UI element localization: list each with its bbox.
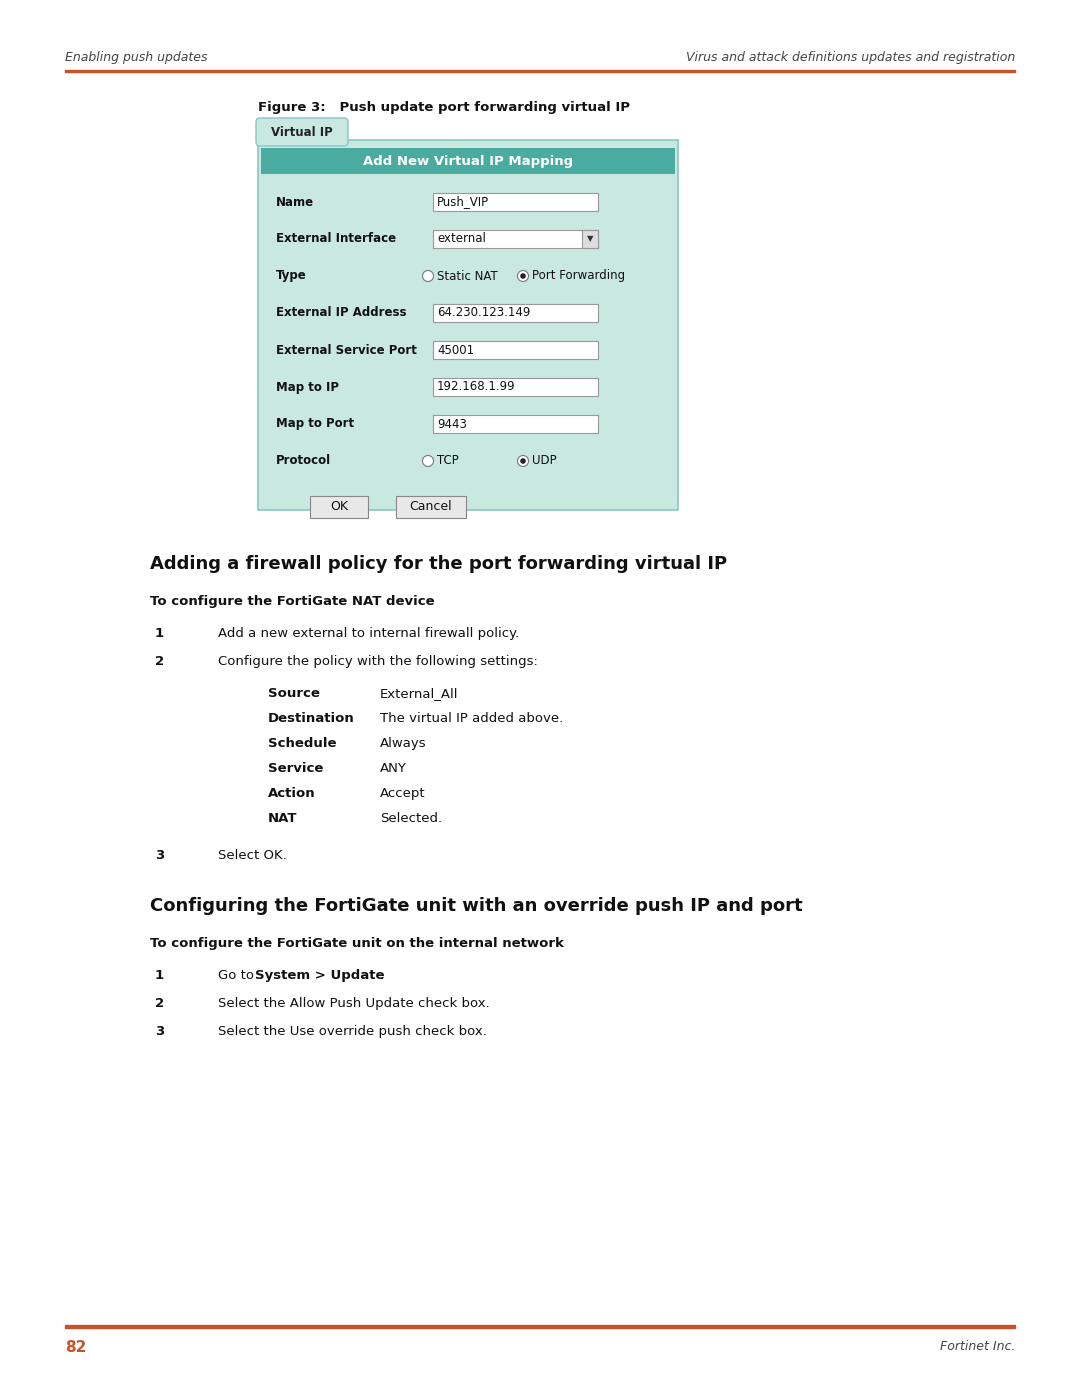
Text: OK: OK — [330, 500, 348, 514]
Text: Port Forwarding: Port Forwarding — [532, 270, 625, 282]
Text: 1: 1 — [156, 627, 164, 640]
Text: To configure the FortiGate unit on the internal network: To configure the FortiGate unit on the i… — [150, 937, 564, 950]
Text: Add a new external to internal firewall policy.: Add a new external to internal firewall … — [218, 627, 519, 640]
Bar — [433, 379, 598, 395]
Text: Go to: Go to — [218, 970, 258, 982]
Bar — [433, 415, 598, 433]
Text: 45001: 45001 — [437, 344, 474, 356]
Bar — [433, 341, 598, 359]
Text: NAT: NAT — [268, 812, 297, 826]
Text: Figure 3:   Push update port forwarding virtual IP: Figure 3: Push update port forwarding vi… — [258, 102, 630, 115]
Circle shape — [422, 271, 433, 282]
Text: Source: Source — [268, 687, 320, 700]
Bar — [65, 1324, 1015, 1327]
Text: external: external — [437, 232, 486, 246]
Text: 9443: 9443 — [437, 418, 467, 430]
Text: 2: 2 — [156, 655, 164, 668]
Text: UDP: UDP — [532, 454, 556, 468]
Bar — [433, 231, 598, 249]
Text: 1: 1 — [156, 970, 164, 982]
Bar — [433, 305, 598, 321]
Text: 2: 2 — [156, 997, 164, 1010]
Text: Configure the policy with the following settings:: Configure the policy with the following … — [218, 655, 538, 668]
Text: Map to Port: Map to Port — [276, 418, 354, 430]
Text: Action: Action — [268, 787, 315, 800]
Text: Fortinet Inc.: Fortinet Inc. — [940, 1341, 1015, 1354]
Text: ▼: ▼ — [586, 235, 593, 243]
Bar — [433, 193, 598, 211]
Text: Configuring the FortiGate unit with an override push IP and port: Configuring the FortiGate unit with an o… — [150, 897, 802, 915]
Bar — [310, 496, 368, 518]
Text: External Service Port: External Service Port — [276, 344, 417, 356]
Text: Selected.: Selected. — [380, 812, 442, 826]
Bar — [65, 70, 1015, 73]
Circle shape — [517, 455, 528, 467]
Text: Schedule: Schedule — [268, 738, 337, 750]
Text: External IP Address: External IP Address — [276, 306, 406, 320]
Text: Protocol: Protocol — [276, 454, 332, 468]
Text: 3: 3 — [156, 1025, 164, 1038]
Text: 3: 3 — [156, 849, 164, 862]
Text: Push_VIP: Push_VIP — [437, 196, 489, 208]
Circle shape — [517, 271, 528, 282]
Text: To configure the FortiGate NAT device: To configure the FortiGate NAT device — [150, 595, 434, 608]
Text: Map to IP: Map to IP — [276, 380, 339, 394]
Text: System > Update: System > Update — [255, 970, 384, 982]
Text: Select the Use override push check box.: Select the Use override push check box. — [218, 1025, 487, 1038]
Text: ANY: ANY — [380, 761, 407, 775]
Text: Name: Name — [276, 196, 314, 208]
Text: External Interface: External Interface — [276, 232, 396, 246]
Text: Virus and attack definitions updates and registration: Virus and attack definitions updates and… — [686, 52, 1015, 64]
Text: The virtual IP added above.: The virtual IP added above. — [380, 712, 564, 725]
Text: Static NAT: Static NAT — [437, 270, 498, 282]
Text: Enabling push updates: Enabling push updates — [65, 52, 207, 64]
Circle shape — [521, 274, 526, 279]
Text: Add New Virtual IP Mapping: Add New Virtual IP Mapping — [363, 155, 573, 168]
Bar — [582, 231, 598, 249]
Text: Select OK.: Select OK. — [218, 849, 287, 862]
Text: Always: Always — [380, 738, 427, 750]
Text: .: . — [380, 970, 384, 982]
Text: Cancel: Cancel — [409, 500, 453, 514]
Bar — [258, 140, 678, 510]
FancyBboxPatch shape — [256, 117, 348, 147]
Text: Service: Service — [268, 761, 323, 775]
Text: 64.230.123.149: 64.230.123.149 — [437, 306, 530, 320]
Text: Virtual IP: Virtual IP — [271, 126, 333, 138]
Text: 82: 82 — [65, 1340, 86, 1355]
Text: Accept: Accept — [380, 787, 426, 800]
Text: Type: Type — [276, 270, 307, 282]
Circle shape — [521, 458, 526, 464]
Bar — [396, 496, 465, 518]
Text: 192.168.1.99: 192.168.1.99 — [437, 380, 515, 394]
Text: External_All: External_All — [380, 687, 459, 700]
Circle shape — [422, 455, 433, 467]
Bar — [261, 148, 675, 175]
Text: Destination: Destination — [268, 712, 354, 725]
Text: TCP: TCP — [437, 454, 459, 468]
Text: Adding a firewall policy for the port forwarding virtual IP: Adding a firewall policy for the port fo… — [150, 555, 727, 573]
Text: Select the Allow Push Update check box.: Select the Allow Push Update check box. — [218, 997, 489, 1010]
